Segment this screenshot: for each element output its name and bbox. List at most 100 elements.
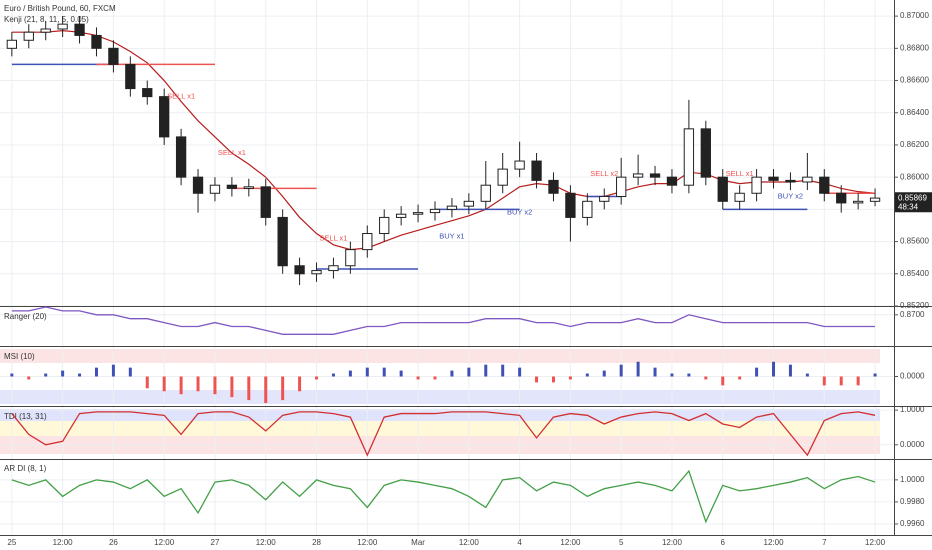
histogram-bar bbox=[755, 367, 759, 377]
x-tick-label: 26 bbox=[109, 538, 118, 547]
x-tick-label: Mar bbox=[411, 538, 425, 547]
histogram-bar bbox=[467, 367, 471, 377]
signal-label: SELL x1 bbox=[319, 233, 347, 242]
candle-body bbox=[159, 96, 170, 138]
histogram-bar bbox=[179, 376, 183, 395]
histogram-bar bbox=[484, 364, 488, 377]
msi-lower-band bbox=[0, 390, 880, 404]
candle-body bbox=[802, 176, 813, 183]
candle-body bbox=[243, 186, 254, 189]
price-tag-value: 0.85869 bbox=[898, 193, 927, 202]
histogram-bar bbox=[619, 364, 623, 377]
candle-body bbox=[514, 160, 525, 170]
histogram-bar bbox=[111, 364, 115, 377]
candle-body bbox=[531, 160, 542, 181]
candle-body bbox=[74, 23, 85, 36]
histogram-bar bbox=[44, 373, 48, 377]
histogram-bar bbox=[568, 376, 572, 380]
candle-body bbox=[666, 176, 678, 186]
candle-body bbox=[91, 34, 102, 49]
candle-body bbox=[869, 197, 881, 202]
candle-body bbox=[548, 179, 559, 194]
y-tick-label: 0.85600 bbox=[900, 237, 929, 246]
histogram-bar bbox=[602, 370, 606, 377]
candle-body bbox=[175, 136, 187, 178]
histogram-bar bbox=[416, 376, 420, 380]
histogram-bar bbox=[704, 376, 708, 380]
candle-body bbox=[785, 179, 796, 183]
candle-body bbox=[565, 192, 576, 218]
candle-body bbox=[429, 208, 441, 214]
histogram-bar bbox=[585, 373, 589, 377]
x-tick-label: 12:00 bbox=[662, 538, 683, 547]
indicator-label: TDI (13, 31) bbox=[4, 412, 47, 421]
signal-label: BUY x1 bbox=[439, 232, 464, 241]
histogram-bar bbox=[247, 376, 251, 401]
histogram-bar bbox=[145, 376, 149, 389]
y-tick-label: 0.86800 bbox=[900, 43, 929, 52]
histogram-bar bbox=[365, 367, 369, 377]
moving-average bbox=[11, 29, 876, 251]
histogram-bar bbox=[399, 370, 403, 377]
histogram-bar bbox=[315, 376, 319, 380]
histogram-bar bbox=[822, 376, 826, 386]
histogram-bar bbox=[873, 373, 877, 377]
indicator-line bbox=[11, 411, 876, 457]
candle-body bbox=[683, 128, 695, 186]
histogram-bar bbox=[738, 376, 742, 380]
price-tag-countdown: 48:34 bbox=[898, 202, 919, 211]
candle-body bbox=[412, 212, 424, 215]
candle-body bbox=[852, 200, 864, 204]
pane-dividers bbox=[0, 0, 932, 536]
signal-label: SELL x2 bbox=[590, 169, 618, 178]
y-tick-label: 0.87000 bbox=[900, 11, 929, 20]
histogram-bar bbox=[230, 376, 234, 398]
histogram-bar bbox=[687, 373, 691, 377]
histogram-bar bbox=[653, 367, 657, 377]
y-tick-label: 0.86400 bbox=[900, 108, 929, 117]
candle-body bbox=[294, 265, 305, 275]
indicator-label: Ranger (20) bbox=[4, 312, 47, 321]
histogram-bar bbox=[94, 367, 98, 377]
histogram-bar bbox=[670, 373, 674, 377]
y-tick-label: 0.85200 bbox=[900, 301, 929, 310]
histogram-bar bbox=[331, 373, 335, 377]
histogram-bar bbox=[264, 376, 268, 404]
histogram-bar bbox=[382, 367, 386, 377]
histogram-bar bbox=[788, 364, 792, 377]
price-tag bbox=[895, 192, 932, 213]
candle-body bbox=[311, 270, 322, 275]
tdi-middle-band bbox=[0, 421, 880, 436]
histogram-bar bbox=[162, 376, 166, 392]
msi-upper-band bbox=[0, 349, 880, 363]
histogram-bar bbox=[281, 376, 285, 401]
y-tick-label: 1.0000 bbox=[900, 475, 925, 484]
candle-body bbox=[700, 128, 711, 178]
x-tick-label: 7 bbox=[822, 538, 827, 547]
candle-body bbox=[395, 213, 407, 218]
indicator-line bbox=[11, 306, 876, 335]
histogram-bar bbox=[839, 376, 843, 386]
candle-body bbox=[362, 233, 373, 251]
x-tick-label: 5 bbox=[619, 538, 624, 547]
y-tick-label: 1.0000 bbox=[900, 405, 925, 414]
candle-body bbox=[836, 192, 847, 204]
y-tick-label: 0.85400 bbox=[900, 269, 929, 278]
histogram-bar bbox=[805, 373, 809, 377]
histogram-bar bbox=[298, 376, 302, 392]
x-tick-label: 12:00 bbox=[560, 538, 581, 547]
candle-body bbox=[649, 173, 661, 178]
candle-body bbox=[379, 216, 390, 235]
signal-label: SELL x1 bbox=[218, 148, 246, 157]
x-tick-label: 12:00 bbox=[256, 538, 277, 547]
histogram-bar bbox=[551, 376, 555, 383]
x-tick-label: 12:00 bbox=[53, 538, 74, 547]
histogram-bar bbox=[27, 376, 31, 380]
indicator-label: AR DI (8, 1) bbox=[4, 464, 47, 473]
tdi-upper-band bbox=[0, 409, 880, 421]
candle-body bbox=[328, 265, 339, 272]
candle-body bbox=[616, 176, 627, 197]
histogram-bar bbox=[78, 373, 82, 377]
candle-body bbox=[497, 168, 508, 186]
